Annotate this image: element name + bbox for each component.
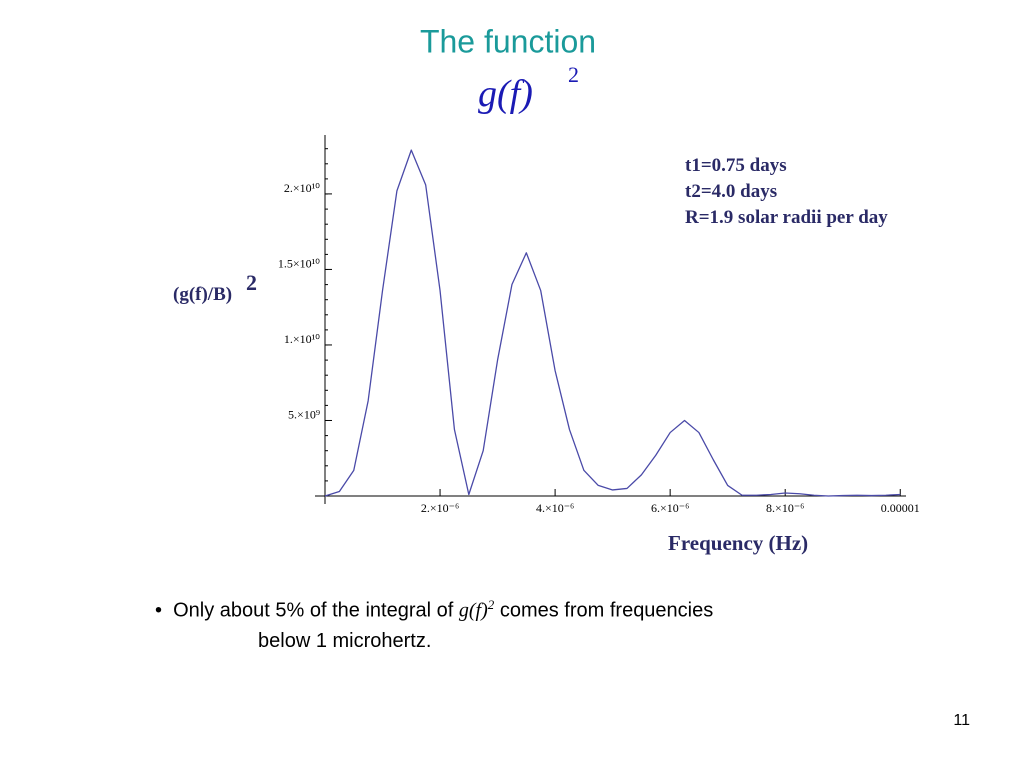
y-axis-label: (g(f)/B): [173, 284, 232, 305]
text: below 1 microhertz.: [258, 629, 432, 652]
x-tick-label: 0.00001: [881, 501, 920, 515]
y-tick-label: 1.5×10¹⁰: [278, 256, 320, 270]
bullet-line: • Only about 5% of the integral of g(f)2…: [155, 597, 714, 622]
page-number: 11: [953, 712, 970, 729]
x-tick-label: 4.×10⁻⁶: [536, 501, 574, 515]
annotation: R=1.9 solar radii per day: [685, 207, 888, 228]
text: Only about 5% of the integral of: [173, 599, 454, 622]
slide-title: The function: [420, 23, 596, 59]
formula: g(f): [478, 73, 533, 115]
x-tick-label: 2.×10⁻⁶: [421, 501, 459, 515]
x-tick-label: 8.×10⁻⁶: [766, 501, 804, 515]
annotation: t2=4.0 days: [685, 181, 777, 202]
power: 2: [487, 597, 495, 612]
x-axis-label: Frequency (Hz): [668, 531, 808, 555]
x-tick-label: 6.×10⁻⁶: [651, 501, 689, 515]
text: comes from frequencies: [499, 599, 714, 622]
formula: g(f): [458, 599, 488, 622]
y-tick-label: 2.×10¹⁰: [284, 181, 320, 195]
data-line: [324, 149, 901, 497]
annotation: t1=0.75 days: [685, 155, 787, 176]
formula-power: 2: [568, 62, 579, 87]
y-tick-label: 1.×10¹⁰: [284, 332, 320, 346]
bullet: • Only about 5% of the integral of g(f)2…: [155, 590, 713, 656]
y-axis-label-power: 2: [246, 270, 257, 295]
y-tick-label: 5.×10⁹: [288, 407, 320, 421]
